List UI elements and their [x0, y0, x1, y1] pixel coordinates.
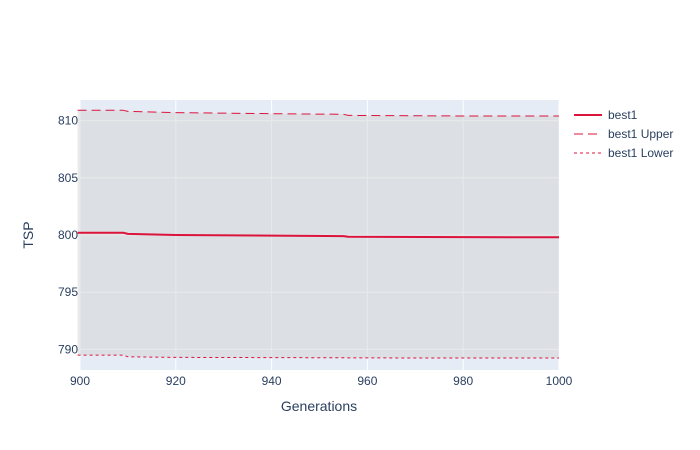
x-tick-label: 940 — [262, 374, 282, 388]
y-tick-label: 800 — [58, 228, 78, 242]
series-line — [77, 354, 559, 359]
x-tick-labels: 900 920 940 960 980 1000 — [70, 374, 573, 388]
y-tick-labels: 790 795 800 805 810 — [58, 114, 78, 357]
series-line — [77, 231, 560, 239]
legend-label: best1 Upper — [608, 127, 673, 141]
confidence-band-area — [77, 110, 559, 358]
legend-item[interactable]: best1 Upper — [574, 127, 673, 141]
legend[interactable]: best1 best1 Upper best1 Lower — [574, 108, 673, 160]
x-axis-title: Generations — [281, 398, 357, 414]
series-lines — [77, 109, 560, 359]
y-tick-label: 810 — [58, 114, 78, 128]
series-line — [77, 109, 559, 117]
legend-label: best1 — [608, 108, 638, 122]
x-tick-label: 920 — [166, 374, 186, 388]
legend-item[interactable]: best1 Lower — [574, 146, 673, 160]
x-tick-label: 960 — [357, 374, 377, 388]
x-tick-label: 1000 — [546, 374, 573, 388]
confidence-band — [77, 110, 559, 358]
y-axis-title: TSP — [20, 221, 36, 248]
legend-item[interactable]: best1 — [574, 108, 638, 122]
x-tick-label: 980 — [453, 374, 473, 388]
y-tick-label: 790 — [58, 342, 78, 356]
y-tick-label: 795 — [58, 285, 78, 299]
x-tick-label: 900 — [70, 374, 90, 388]
legend-label: best1 Lower — [608, 146, 673, 160]
y-tick-label: 805 — [58, 171, 78, 185]
